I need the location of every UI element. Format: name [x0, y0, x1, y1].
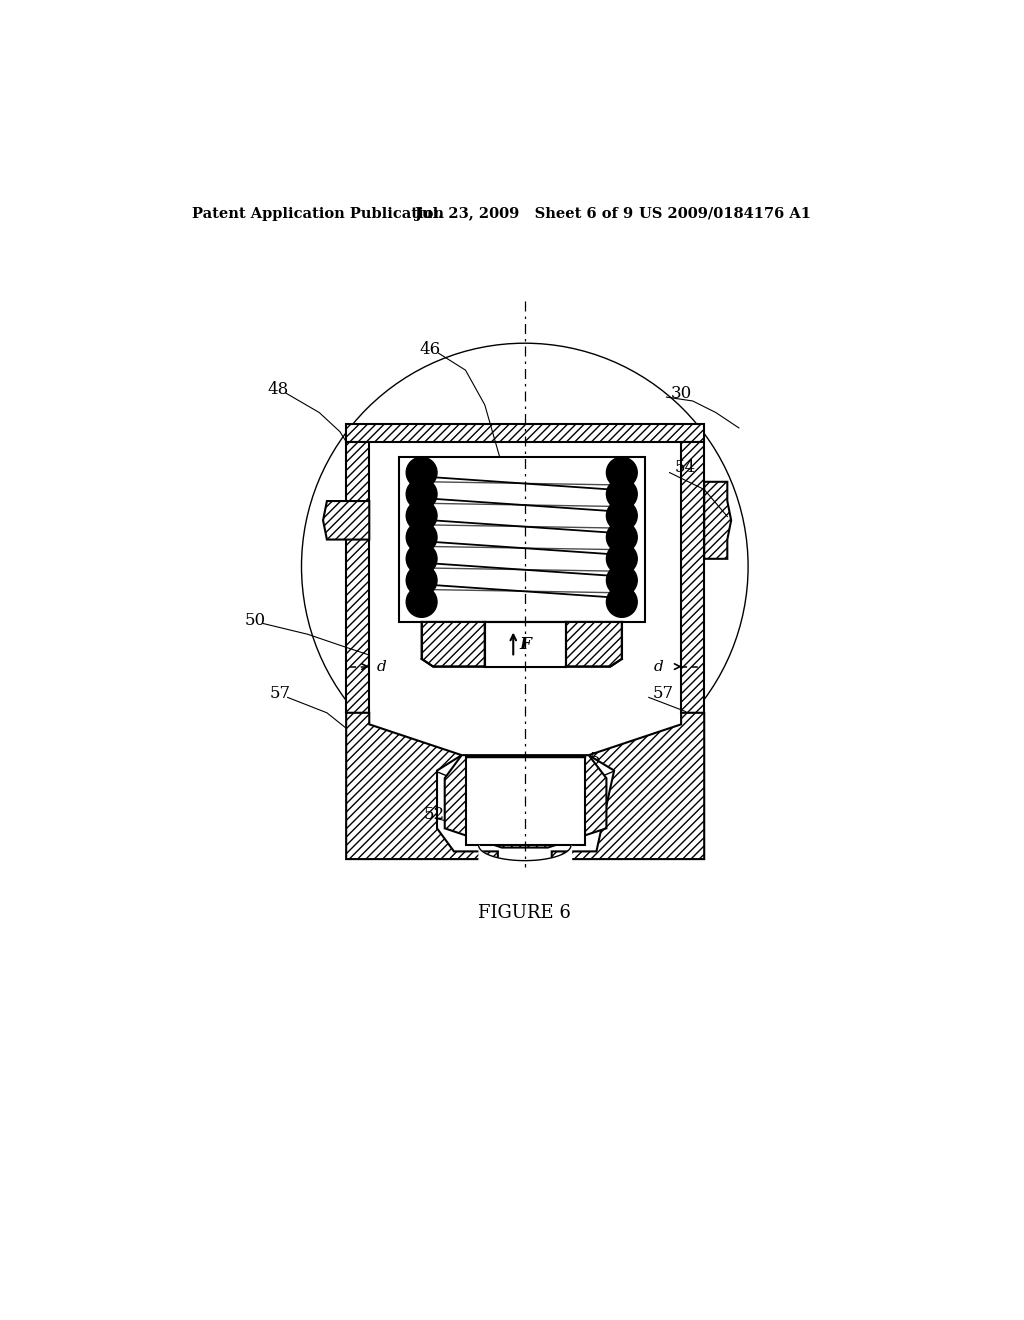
Text: 57: 57	[269, 685, 290, 702]
Polygon shape	[552, 713, 705, 859]
Polygon shape	[565, 622, 622, 667]
Text: 53: 53	[497, 818, 518, 836]
Circle shape	[407, 521, 437, 553]
Text: Jul. 23, 2009   Sheet 6 of 9: Jul. 23, 2009 Sheet 6 of 9	[416, 207, 634, 220]
Circle shape	[407, 500, 437, 531]
Polygon shape	[466, 756, 585, 845]
Text: 46: 46	[419, 341, 440, 358]
Circle shape	[407, 457, 437, 488]
Polygon shape	[444, 755, 606, 847]
Circle shape	[606, 586, 637, 618]
Polygon shape	[398, 457, 645, 622]
Polygon shape	[681, 442, 705, 713]
Polygon shape	[705, 482, 731, 558]
Text: 52: 52	[423, 807, 444, 822]
Text: 48: 48	[267, 381, 289, 397]
Polygon shape	[346, 442, 370, 713]
Text: 50: 50	[245, 612, 265, 628]
Text: 57: 57	[652, 685, 674, 702]
Polygon shape	[346, 424, 705, 442]
Text: d: d	[377, 660, 387, 673]
Circle shape	[407, 565, 437, 595]
Circle shape	[606, 457, 637, 488]
Text: FIGURE 6: FIGURE 6	[478, 904, 571, 921]
Text: 5: 5	[590, 751, 600, 767]
Circle shape	[606, 479, 637, 510]
Circle shape	[606, 521, 637, 553]
Text: d: d	[654, 660, 664, 673]
Polygon shape	[422, 622, 484, 667]
Circle shape	[407, 479, 437, 510]
Circle shape	[606, 500, 637, 531]
Polygon shape	[323, 502, 370, 540]
Text: 30: 30	[671, 384, 692, 401]
Text: 54: 54	[674, 459, 695, 477]
Circle shape	[407, 544, 437, 574]
Polygon shape	[346, 713, 498, 859]
Circle shape	[407, 586, 437, 618]
Text: F: F	[519, 636, 530, 653]
Text: Patent Application Publication: Patent Application Publication	[193, 207, 444, 220]
Polygon shape	[484, 622, 565, 667]
Text: US 2009/0184176 A1: US 2009/0184176 A1	[639, 207, 811, 220]
Circle shape	[606, 544, 637, 574]
Circle shape	[606, 565, 637, 595]
